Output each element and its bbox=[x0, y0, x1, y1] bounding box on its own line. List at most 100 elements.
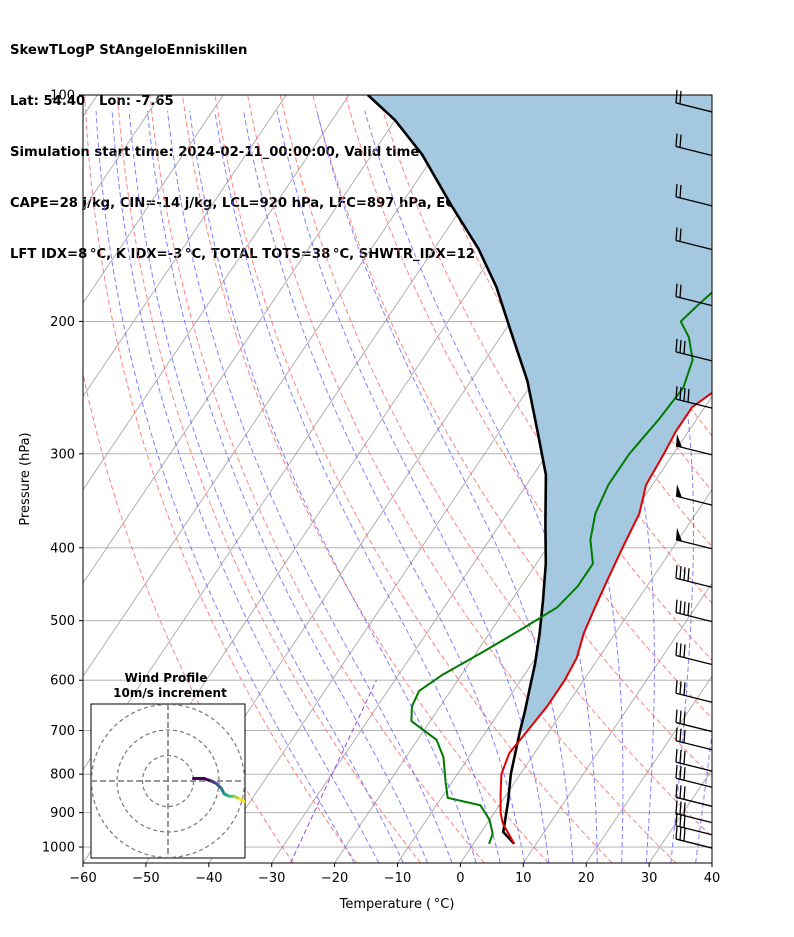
barb-full bbox=[675, 784, 678, 798]
moist-adiabat bbox=[316, 110, 574, 863]
barb-full bbox=[679, 184, 682, 198]
isotherm bbox=[83, 95, 224, 304]
barb-full bbox=[679, 600, 682, 614]
moist-adiabat bbox=[423, 110, 624, 863]
wind-barb bbox=[675, 642, 713, 666]
x-tick-label: −40 bbox=[195, 871, 222, 886]
barb-full bbox=[675, 283, 678, 297]
barb-full bbox=[675, 386, 678, 400]
barb-flag bbox=[676, 527, 682, 542]
barb-staff bbox=[675, 838, 713, 849]
barb-full bbox=[675, 812, 678, 826]
y-tick-label: 300 bbox=[50, 447, 75, 462]
hodograph-plot bbox=[91, 704, 245, 858]
isotherm bbox=[397, 395, 712, 863]
isotherm bbox=[585, 675, 712, 863]
isotherm bbox=[83, 95, 413, 584]
dry-adiabat bbox=[116, 95, 422, 863]
moist-adiabat bbox=[111, 110, 380, 863]
barb-full bbox=[683, 644, 686, 658]
background-lines bbox=[83, 95, 794, 863]
barb-staff bbox=[675, 740, 713, 751]
hodograph-segment bbox=[237, 797, 245, 803]
barb-full bbox=[683, 767, 686, 781]
wind-barb bbox=[675, 89, 713, 113]
x-axis-ticks: −60 −50 −40 −30 −20 −10 0 10 20 30 40 bbox=[69, 863, 720, 886]
barb-flag bbox=[676, 484, 682, 498]
dry-adiabat bbox=[181, 95, 549, 863]
barb-full bbox=[679, 228, 682, 242]
barb-staff bbox=[675, 721, 713, 733]
barb-full bbox=[683, 814, 686, 828]
cape-fill bbox=[367, 95, 712, 732]
barb-full bbox=[675, 565, 678, 579]
dry-adiabat bbox=[769, 95, 794, 863]
dry-adiabat bbox=[247, 95, 677, 863]
barb-full bbox=[683, 682, 686, 696]
hodograph-subtitle: 10m/s increment bbox=[113, 686, 227, 700]
barb-full bbox=[675, 599, 678, 613]
barb-full bbox=[675, 183, 678, 197]
x-tick-label: 30 bbox=[641, 871, 658, 886]
y-tick-label: 100 bbox=[50, 89, 75, 104]
moist-adiabat bbox=[496, 110, 655, 863]
wind-barb bbox=[675, 749, 713, 772]
barb-full bbox=[675, 227, 678, 241]
dry-adiabat bbox=[214, 95, 613, 863]
barb-full bbox=[687, 389, 690, 403]
barb-full bbox=[679, 801, 682, 815]
wind-barb bbox=[675, 800, 713, 824]
barb-staff bbox=[675, 612, 713, 623]
barb-full bbox=[683, 729, 686, 743]
x-tick-label: 40 bbox=[704, 871, 721, 886]
index-stats: LFT IDX=8 °C, K IDX=-3 °C, TOTAL TOTS=38… bbox=[10, 247, 494, 262]
x-tick-label: 0 bbox=[456, 871, 464, 886]
barb-flag bbox=[676, 433, 682, 448]
barb-staff bbox=[675, 777, 713, 788]
dry-adiabat bbox=[83, 371, 294, 863]
barb-staff bbox=[675, 351, 713, 362]
dry-adiabat bbox=[736, 95, 794, 863]
dewpoint-line bbox=[410, 291, 712, 845]
y-tick-label: 600 bbox=[50, 674, 75, 689]
barb-full bbox=[679, 750, 682, 764]
barb-staff bbox=[675, 398, 713, 409]
x-tick-label: −50 bbox=[132, 871, 159, 886]
barb-staff bbox=[675, 654, 713, 666]
moist-adiabat bbox=[720, 111, 794, 863]
y-axis-label: Pressure (hPa) bbox=[18, 432, 33, 525]
moist-adiabat bbox=[587, 110, 694, 863]
barb-full bbox=[683, 711, 686, 725]
wind-barb bbox=[675, 227, 713, 251]
barb-staff bbox=[675, 692, 713, 703]
dry-adiabat bbox=[344, 95, 712, 719]
barb-full bbox=[679, 785, 682, 799]
barb-full bbox=[683, 601, 686, 615]
y-tick-label: 400 bbox=[50, 541, 75, 556]
x-tick-label: −30 bbox=[258, 871, 285, 886]
dry-adiabat bbox=[377, 95, 712, 662]
wind-barb bbox=[675, 338, 713, 362]
wind-barb bbox=[675, 727, 713, 751]
barb-staff bbox=[675, 196, 713, 207]
moist-adiabat bbox=[276, 110, 550, 863]
moist-adiabat bbox=[167, 110, 453, 863]
barb-full bbox=[683, 567, 686, 581]
isotherm bbox=[711, 862, 712, 863]
barb-full bbox=[679, 284, 682, 298]
barb-full bbox=[679, 710, 682, 724]
wind-barb bbox=[675, 680, 713, 703]
barb-full bbox=[679, 134, 682, 148]
parcel-line bbox=[367, 95, 548, 845]
barb-full bbox=[675, 800, 678, 814]
barb-full bbox=[675, 680, 678, 694]
wind-barb bbox=[675, 133, 713, 157]
barb-full bbox=[687, 568, 690, 582]
barb-full bbox=[675, 765, 678, 779]
wind-barb bbox=[675, 765, 713, 788]
wind-barb bbox=[675, 565, 713, 588]
barb-full bbox=[683, 751, 686, 765]
barb-full bbox=[679, 387, 682, 401]
barb-full bbox=[683, 802, 686, 816]
